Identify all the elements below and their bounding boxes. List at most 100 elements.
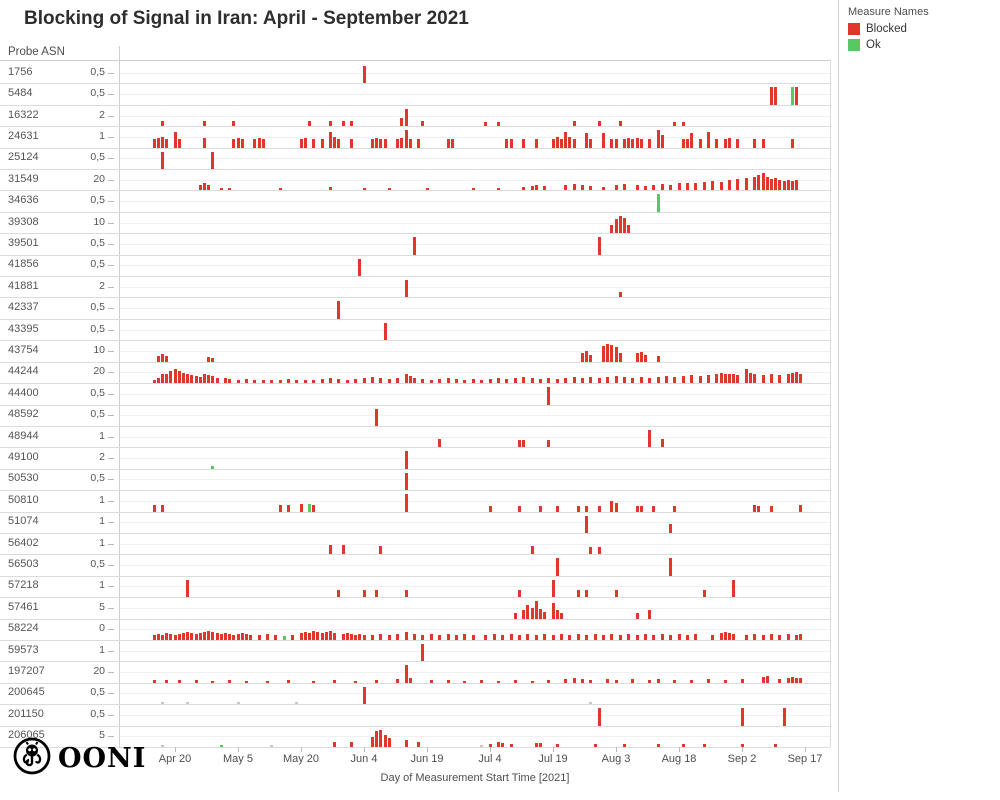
bar-mark[interactable]	[614, 185, 618, 191]
bar-mark[interactable]	[656, 130, 660, 148]
bar-mark[interactable]	[396, 377, 400, 384]
bar-mark[interactable]	[652, 506, 656, 512]
bar-mark[interactable]	[589, 546, 593, 555]
bar-mark[interactable]	[517, 634, 521, 640]
bar-mark[interactable]	[618, 215, 622, 234]
bar-mark[interactable]	[480, 745, 484, 747]
bar-mark[interactable]	[181, 633, 185, 640]
bar-mark[interactable]	[328, 544, 332, 555]
bar-mark[interactable]	[177, 138, 181, 148]
bar-mark[interactable]	[194, 633, 198, 640]
bar-mark[interactable]	[795, 87, 799, 105]
bar-mark[interactable]	[778, 375, 782, 384]
bar-mark[interactable]	[517, 590, 521, 598]
bar-mark[interactable]	[635, 352, 639, 362]
bar-mark[interactable]	[505, 138, 509, 148]
bar-mark[interactable]	[723, 138, 727, 148]
bar-mark[interactable]	[643, 186, 647, 191]
bar-mark[interactable]	[496, 121, 500, 127]
bar-mark[interactable]	[328, 131, 332, 148]
bar-mark[interactable]	[610, 224, 614, 234]
bar-mark[interactable]	[761, 138, 765, 148]
bar-mark[interactable]	[690, 680, 694, 683]
bar-mark[interactable]	[156, 377, 160, 384]
bar-mark[interactable]	[177, 633, 181, 640]
bar-mark[interactable]	[551, 138, 555, 148]
bar-mark[interactable]	[404, 374, 408, 384]
bar-mark[interactable]	[622, 377, 626, 384]
bar-mark[interactable]	[152, 634, 156, 640]
bar-mark[interactable]	[534, 742, 538, 747]
bar-mark[interactable]	[769, 374, 773, 384]
bar-mark[interactable]	[232, 120, 236, 127]
bar-mark[interactable]	[207, 375, 211, 384]
bar-mark[interactable]	[211, 151, 215, 170]
bar-mark[interactable]	[790, 180, 794, 191]
bar-mark[interactable]	[198, 377, 202, 384]
bar-mark[interactable]	[349, 633, 353, 640]
bar-mark[interactable]	[635, 634, 639, 640]
bar-mark[interactable]	[232, 634, 236, 640]
bar-mark[interactable]	[223, 633, 227, 640]
bar-mark[interactable]	[333, 633, 337, 640]
bar-mark[interactable]	[627, 633, 631, 640]
bar-mark[interactable]	[337, 138, 341, 148]
bar-mark[interactable]	[627, 224, 631, 234]
bar-mark[interactable]	[333, 137, 337, 148]
bar-mark[interactable]	[589, 377, 593, 384]
bar-mark[interactable]	[387, 187, 391, 191]
bar-mark[interactable]	[480, 680, 484, 683]
bar-mark[interactable]	[375, 408, 379, 426]
bar-mark[interactable]	[509, 138, 513, 148]
bar-mark[interactable]	[786, 677, 790, 683]
bar-mark[interactable]	[316, 632, 320, 640]
bar-mark[interactable]	[362, 188, 366, 191]
bar-mark[interactable]	[362, 590, 366, 598]
bar-mark[interactable]	[354, 680, 358, 683]
bar-mark[interactable]	[606, 344, 610, 362]
bar-mark[interactable]	[774, 87, 778, 105]
bar-mark[interactable]	[614, 680, 618, 683]
bar-mark[interactable]	[253, 379, 257, 384]
bar-mark[interactable]	[597, 237, 601, 255]
bar-mark[interactable]	[261, 379, 265, 384]
bar-mark[interactable]	[706, 679, 710, 683]
bar-mark[interactable]	[370, 138, 374, 148]
bar-mark[interactable]	[732, 374, 736, 384]
bar-mark[interactable]	[555, 743, 559, 747]
bar-mark[interactable]	[253, 138, 257, 148]
bar-mark[interactable]	[270, 745, 274, 747]
bar-mark[interactable]	[795, 371, 799, 384]
bar-mark[interactable]	[660, 438, 664, 448]
bar-mark[interactable]	[564, 131, 568, 148]
bar-mark[interactable]	[618, 634, 622, 640]
bar-mark[interactable]	[551, 634, 555, 640]
bar-mark[interactable]	[727, 179, 731, 191]
bar-mark[interactable]	[673, 680, 677, 683]
bar-mark[interactable]	[568, 634, 572, 640]
bar-mark[interactable]	[404, 494, 408, 512]
bar-mark[interactable]	[295, 379, 299, 384]
bar-mark[interactable]	[799, 678, 803, 683]
bar-mark[interactable]	[463, 379, 467, 384]
bar-mark[interactable]	[421, 120, 425, 127]
bar-mark[interactable]	[732, 633, 736, 640]
bar-mark[interactable]	[207, 185, 211, 191]
bar-mark[interactable]	[597, 546, 601, 555]
bar-mark[interactable]	[769, 179, 773, 191]
bar-mark[interactable]	[610, 633, 614, 640]
bar-mark[interactable]	[328, 120, 332, 127]
bar-mark[interactable]	[761, 676, 765, 683]
bar-mark[interactable]	[236, 633, 240, 640]
bar-mark[interactable]	[681, 138, 685, 148]
bar-mark[interactable]	[328, 377, 332, 384]
bar-mark[interactable]	[740, 708, 744, 726]
bar-mark[interactable]	[181, 372, 185, 384]
bar-mark[interactable]	[627, 138, 631, 148]
bar-mark[interactable]	[421, 634, 425, 640]
bar-mark[interactable]	[648, 680, 652, 683]
bar-mark[interactable]	[190, 375, 194, 384]
bar-mark[interactable]	[786, 374, 790, 384]
bar-mark[interactable]	[278, 504, 282, 512]
bar-mark[interactable]	[232, 138, 236, 148]
